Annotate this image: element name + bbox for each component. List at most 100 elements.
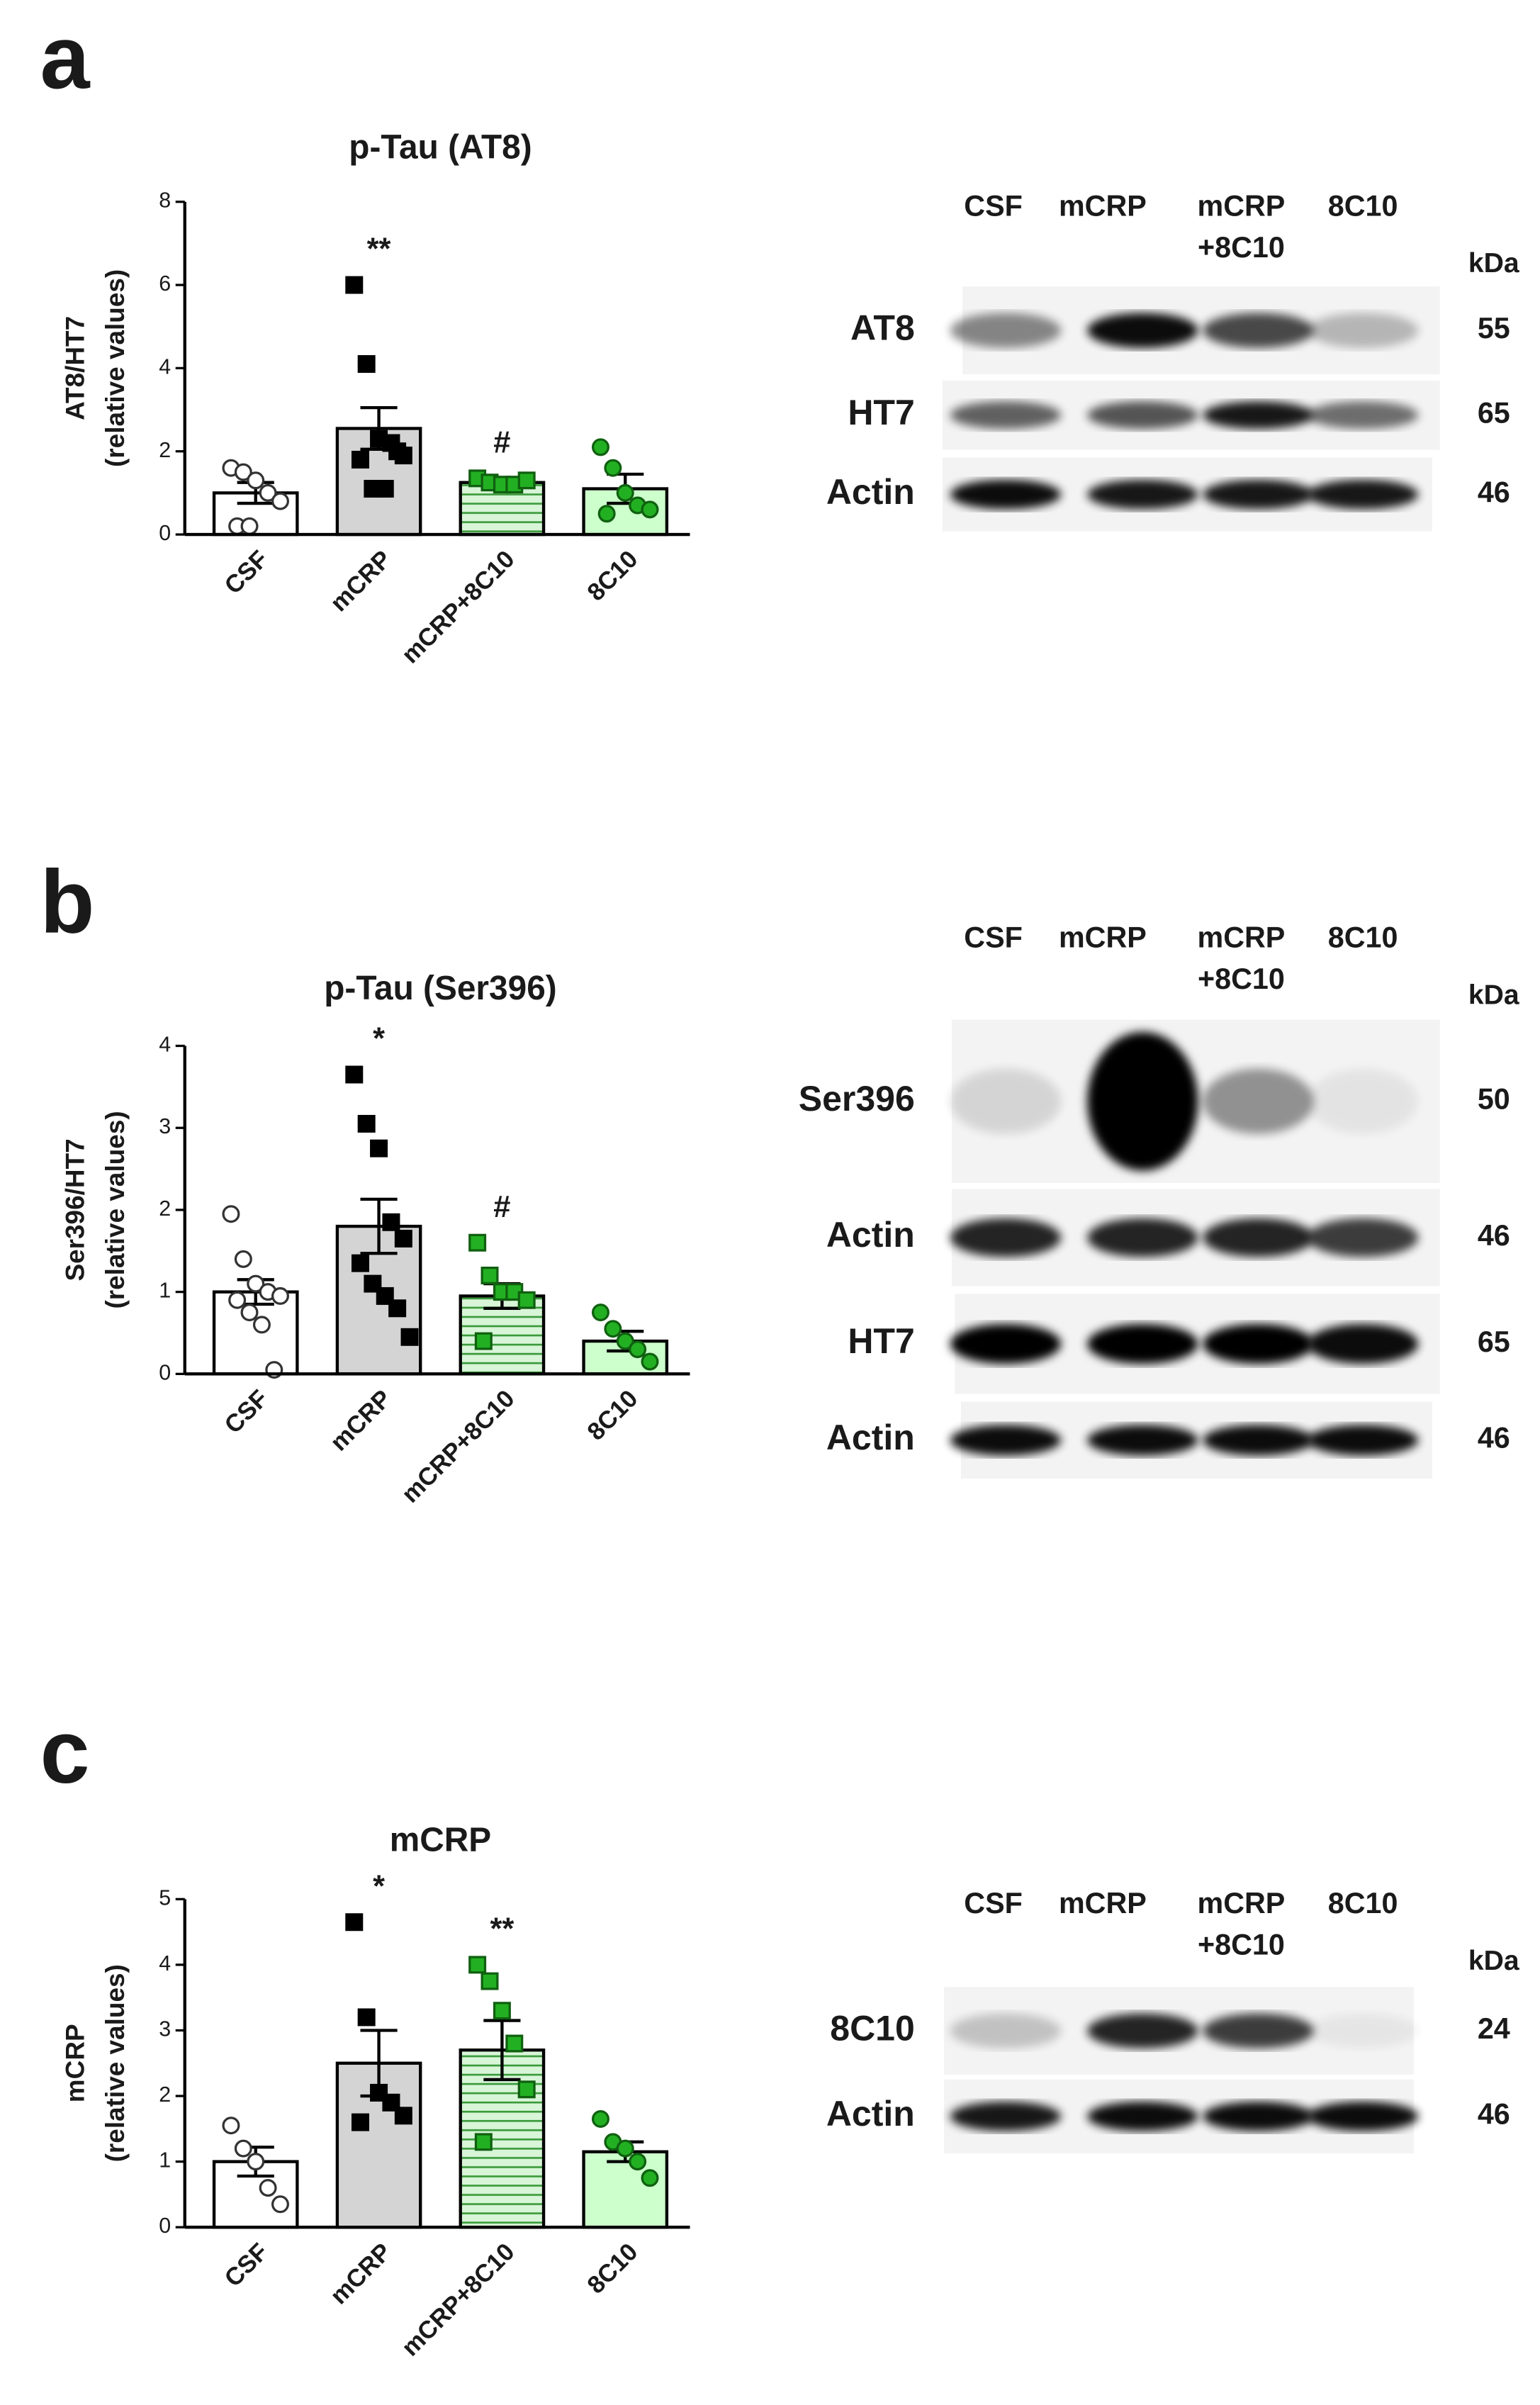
data-point bbox=[388, 1299, 407, 1318]
kda-value: 55 bbox=[1478, 312, 1510, 344]
x-tick-label: CSF bbox=[220, 546, 274, 600]
data-point bbox=[517, 2080, 536, 2099]
data-point bbox=[271, 492, 289, 510]
y-tick-label: 1 bbox=[159, 1279, 171, 1303]
significance-label: * bbox=[373, 1022, 385, 1056]
kda-value: 50 bbox=[1478, 1083, 1510, 1116]
blot-row-label: Actin bbox=[826, 2094, 915, 2134]
data-point bbox=[234, 1250, 252, 1268]
significance-label: # bbox=[493, 426, 510, 460]
lane-label: CSF bbox=[964, 1887, 1023, 1919]
data-point bbox=[629, 2153, 647, 2171]
blot-band bbox=[1307, 479, 1419, 510]
x-tick-label: mCRP bbox=[325, 1385, 397, 1457]
y-axis-label: (relative values) bbox=[101, 1111, 130, 1308]
data-point bbox=[597, 505, 616, 523]
data-point bbox=[234, 463, 252, 481]
blot-band bbox=[1307, 2013, 1419, 2048]
blot-row-label: Actin bbox=[826, 1215, 915, 1255]
blot-band bbox=[1087, 1323, 1198, 1364]
blot-band bbox=[1203, 1323, 1314, 1364]
chart-title: p-Tau (Ser396) bbox=[324, 970, 556, 1007]
significance-label: * bbox=[373, 1869, 385, 1903]
blot-band bbox=[1203, 313, 1314, 348]
y-tick-label: 0 bbox=[159, 1360, 171, 1384]
data-point bbox=[357, 355, 376, 374]
x-tick-label: mCRP+8C10 bbox=[397, 546, 520, 669]
data-point bbox=[394, 2107, 412, 2125]
kda-value: 65 bbox=[1478, 1325, 1510, 1358]
x-tick-label: mCRP+8C10 bbox=[397, 2238, 520, 2362]
data-point bbox=[493, 2002, 511, 2020]
kda-value: 65 bbox=[1478, 397, 1510, 430]
blot-row-label: Ser396 bbox=[799, 1079, 915, 1119]
panel-label: b bbox=[40, 851, 94, 951]
blot-band bbox=[1087, 1218, 1198, 1257]
x-tick-label: 8C10 bbox=[583, 2238, 643, 2299]
blot-band bbox=[950, 2013, 1062, 2048]
data-point bbox=[591, 2109, 609, 2128]
panel-label: c bbox=[40, 1702, 89, 1802]
x-tick-label: 8C10 bbox=[583, 1385, 643, 1446]
blot-band bbox=[1203, 1218, 1314, 1257]
data-point bbox=[259, 2179, 277, 2197]
data-point bbox=[345, 1913, 364, 1932]
kda-label: kDa bbox=[1468, 1946, 1519, 1976]
data-point bbox=[345, 1065, 364, 1084]
blot-band bbox=[1307, 1218, 1419, 1257]
lane-label: mCRP bbox=[1198, 921, 1286, 953]
y-tick-label: 8 bbox=[159, 189, 171, 213]
data-point bbox=[629, 1340, 647, 1359]
data-point bbox=[641, 2169, 659, 2187]
blot-band bbox=[950, 1425, 1062, 1456]
kda-label: kDa bbox=[1468, 248, 1519, 279]
blot-band bbox=[950, 313, 1062, 348]
blot-band bbox=[1203, 2101, 1314, 2131]
lane-label: 8C10 bbox=[1328, 189, 1398, 222]
data-point bbox=[641, 500, 659, 519]
blot-band bbox=[1087, 2013, 1198, 2048]
y-axis-label: mCRP bbox=[60, 2024, 89, 2102]
lane-label: +8C10 bbox=[1198, 231, 1285, 264]
data-point bbox=[271, 2195, 289, 2214]
blot-row-label: HT7 bbox=[848, 1321, 914, 1361]
kda-label: kDa bbox=[1468, 980, 1519, 1010]
y-tick-label: 3 bbox=[159, 2017, 171, 2041]
blot-row-label: AT8 bbox=[850, 308, 915, 347]
panel-label: a bbox=[40, 8, 90, 108]
blot-band bbox=[1307, 1323, 1419, 1364]
data-point bbox=[240, 1304, 259, 1322]
blot-band bbox=[1087, 2101, 1198, 2131]
significance-label: ** bbox=[367, 232, 391, 267]
lane-label: mCRP bbox=[1059, 1887, 1147, 1919]
data-point bbox=[474, 2133, 493, 2151]
y-axis-label: (relative values) bbox=[101, 1964, 130, 2162]
data-point bbox=[222, 2117, 240, 2135]
data-point bbox=[351, 2113, 369, 2131]
data-point bbox=[357, 2008, 376, 2026]
data-point bbox=[468, 1233, 487, 1252]
blot-band bbox=[950, 1068, 1062, 1134]
data-point bbox=[247, 471, 265, 490]
y-tick-label: 1 bbox=[159, 2148, 171, 2173]
y-tick-label: 2 bbox=[159, 438, 171, 462]
data-point bbox=[351, 450, 369, 469]
blot-band bbox=[1203, 479, 1314, 510]
data-point bbox=[259, 483, 277, 502]
chart-title: mCRP bbox=[390, 1822, 491, 1859]
significance-label: # bbox=[493, 1190, 510, 1224]
data-point bbox=[480, 1267, 499, 1284]
lane-label: mCRP bbox=[1059, 189, 1147, 222]
y-tick-label: 0 bbox=[159, 2214, 171, 2238]
data-point bbox=[517, 1291, 536, 1309]
blot-row-label: Actin bbox=[826, 1418, 915, 1457]
y-axis-label: Ser396/HT7 bbox=[60, 1138, 89, 1281]
blot-band bbox=[950, 479, 1062, 510]
y-tick-label: 6 bbox=[159, 271, 171, 296]
data-point bbox=[382, 2093, 400, 2112]
lane-label: 8C10 bbox=[1328, 921, 1398, 953]
data-point bbox=[234, 2139, 252, 2158]
data-point bbox=[345, 276, 364, 294]
data-point bbox=[240, 517, 259, 535]
